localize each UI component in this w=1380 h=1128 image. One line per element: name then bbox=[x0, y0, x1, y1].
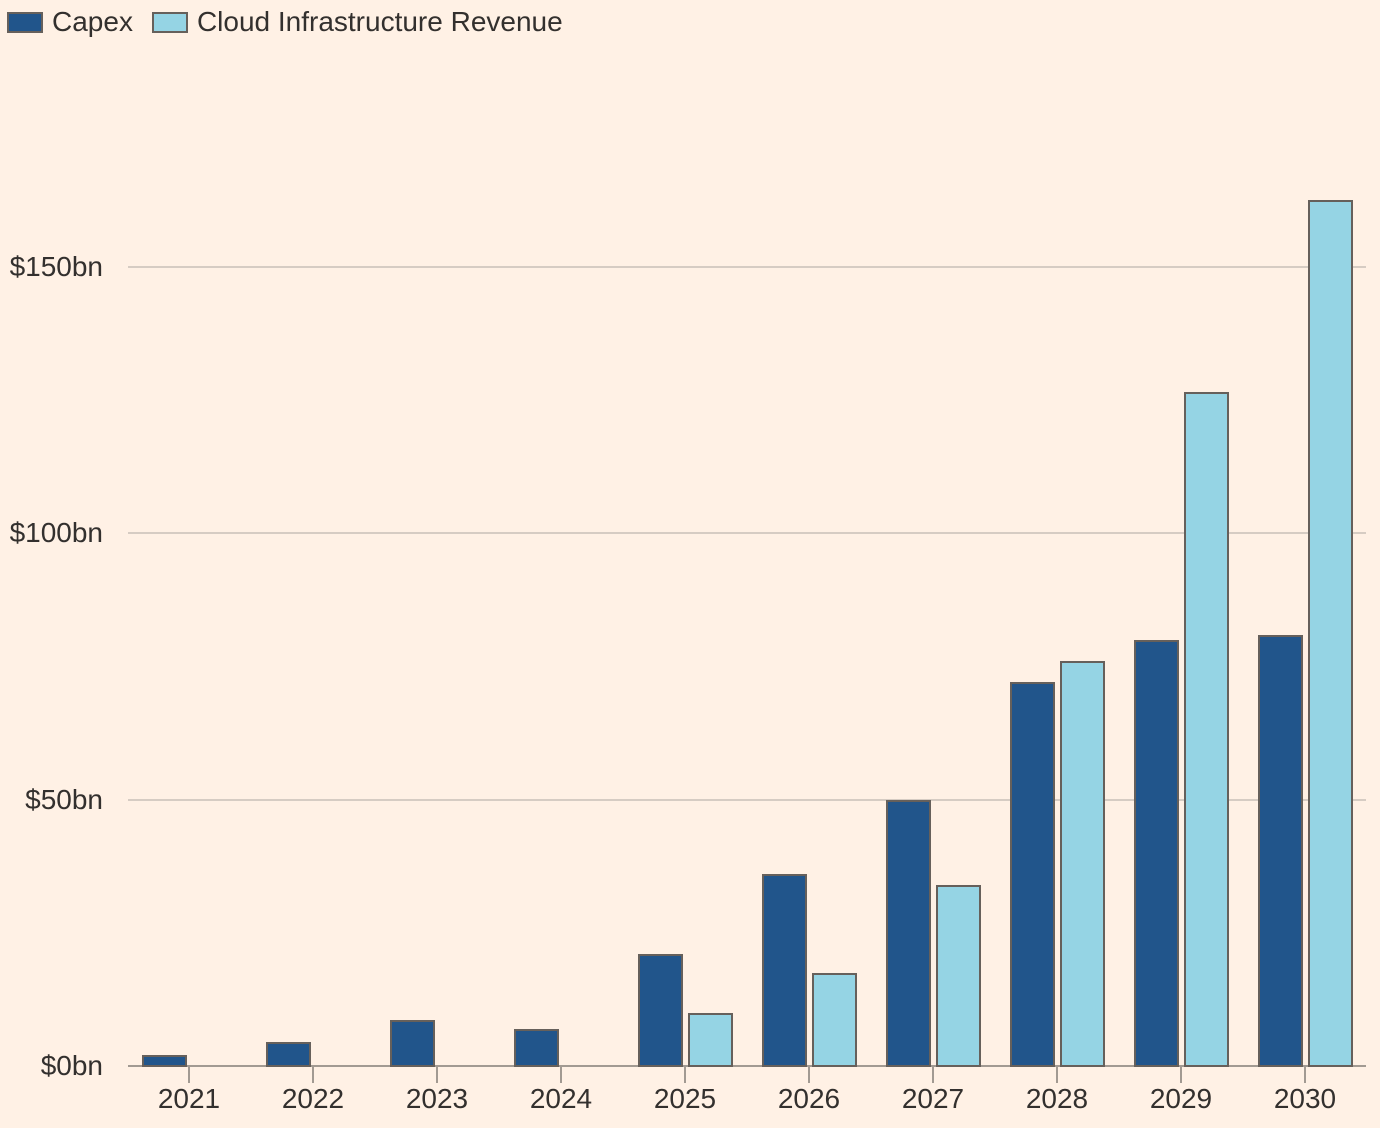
cloud-revenue-bar-2028 bbox=[1059, 661, 1105, 1067]
x-axis-tick-2029 bbox=[1180, 1067, 1182, 1083]
gridline-150 bbox=[128, 266, 1366, 268]
x-axis-tick-2027 bbox=[932, 1067, 934, 1083]
x-axis-tick-2026 bbox=[808, 1067, 810, 1083]
x-axis-label-2023: 2023 bbox=[405, 1083, 469, 1114]
capex-bar-2023 bbox=[389, 1019, 435, 1067]
x-axis-label-2021: 2021 bbox=[157, 1083, 221, 1114]
cloud-revenue-bar-2030 bbox=[1307, 200, 1353, 1067]
cloud-revenue-bar-2029 bbox=[1183, 392, 1229, 1067]
legend-item-capex: Capex bbox=[7, 6, 133, 38]
cloud-revenue-swatch-icon bbox=[151, 11, 188, 33]
legend-item-cloud-revenue: Cloud Infrastructure Revenue bbox=[151, 6, 563, 38]
x-axis-label-2022: 2022 bbox=[281, 1083, 345, 1114]
x-axis-label-2029: 2029 bbox=[1149, 1083, 1213, 1114]
capex-bar-2021 bbox=[141, 1054, 187, 1067]
gridline-100 bbox=[128, 532, 1366, 535]
x-axis-label-2028: 2028 bbox=[1025, 1083, 1089, 1114]
capex-bar-2022 bbox=[265, 1042, 311, 1067]
legend: Capex Cloud Infrastructure Revenue bbox=[7, 6, 563, 38]
x-axis-label-2030: 2030 bbox=[1273, 1083, 1337, 1114]
cloud-revenue-bar-2027 bbox=[935, 884, 981, 1067]
y-axis-label-0: $0bn bbox=[40, 1050, 103, 1081]
x-axis-label-2025: 2025 bbox=[653, 1083, 717, 1114]
y-axis-label-50: $50bn bbox=[25, 783, 103, 815]
y-axis-label-100: $100bn bbox=[9, 517, 103, 549]
y-axis-label-150: $150bn bbox=[9, 251, 103, 282]
capex-bar-2028 bbox=[1009, 682, 1055, 1067]
gridline-50 bbox=[128, 798, 1366, 801]
x-axis-tick-2023 bbox=[436, 1067, 438, 1083]
x-axis-label-2026: 2026 bbox=[777, 1083, 841, 1114]
x-axis-label-2024: 2024 bbox=[529, 1083, 593, 1114]
x-axis-line bbox=[128, 1065, 1366, 1067]
cloud-revenue-bar-2025 bbox=[687, 1012, 733, 1067]
capex-bar-2024 bbox=[513, 1028, 559, 1067]
x-axis-tick-2024 bbox=[560, 1067, 562, 1083]
x-axis-tick-2021 bbox=[188, 1067, 190, 1083]
capex-bar-2027 bbox=[885, 799, 931, 1067]
legend-label-cloud-revenue: Cloud Infrastructure Revenue bbox=[196, 6, 563, 37]
x-axis-tick-2025 bbox=[684, 1067, 686, 1083]
capex-bar-2025 bbox=[637, 954, 683, 1067]
x-axis-tick-2030 bbox=[1304, 1067, 1306, 1083]
capex-bar-2029 bbox=[1133, 639, 1179, 1067]
capex-swatch-icon bbox=[7, 11, 43, 33]
capex-bar-2026 bbox=[761, 874, 807, 1067]
capex-bar-2030 bbox=[1257, 634, 1303, 1067]
x-axis-tick-2028 bbox=[1056, 1067, 1058, 1083]
legend-label-capex: Capex bbox=[52, 6, 133, 37]
x-axis-tick-2022 bbox=[312, 1067, 314, 1083]
cloud-revenue-bar-2026 bbox=[811, 972, 857, 1067]
x-axis-label-2027: 2027 bbox=[901, 1083, 965, 1114]
